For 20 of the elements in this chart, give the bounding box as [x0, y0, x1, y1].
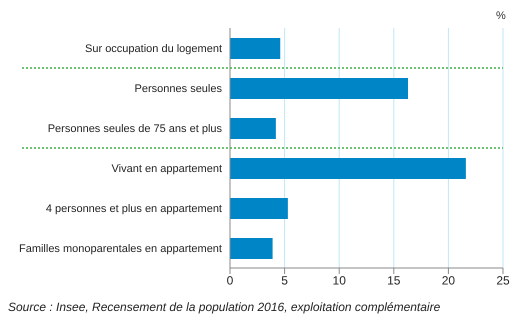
- x-tick-label: 5: [281, 274, 288, 288]
- source-note: Source : Insee, Recensement de la population 2016, exploitation complémentaire: [8, 300, 442, 314]
- bar: [230, 158, 466, 179]
- y-tick-label: Personnes seules de 75 ans et plus: [48, 123, 222, 135]
- y-tick-label: Familles monoparentales en appartement: [18, 243, 222, 255]
- x-tick-label: 25: [496, 274, 510, 288]
- y-tick-label: Sur occupation du logement: [85, 43, 222, 55]
- bar: [230, 118, 276, 139]
- x-tick-label: 0: [226, 274, 234, 288]
- y-tick-label: Vivant en appartement: [112, 163, 222, 175]
- bar: [230, 238, 273, 259]
- bar: [230, 198, 288, 219]
- bar: [230, 78, 408, 99]
- x-tick-label: 20: [442, 274, 456, 288]
- y-tick-label: 4 personnes et plus en appartement: [46, 203, 222, 215]
- x-tick-label: 15: [387, 274, 401, 288]
- bar: [230, 38, 280, 59]
- y-tick-label: Personnes seules: [134, 83, 222, 95]
- x-axis-title: %: [496, 10, 506, 22]
- x-tick-label: 10: [332, 274, 346, 288]
